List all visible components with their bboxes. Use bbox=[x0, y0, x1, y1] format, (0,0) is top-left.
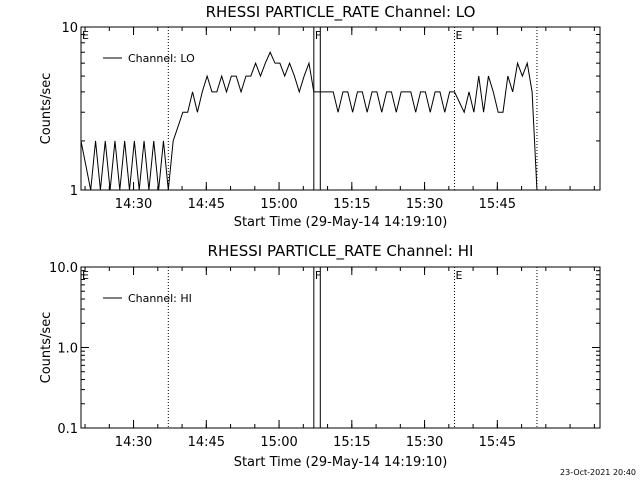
y-tick-label: 10 bbox=[61, 21, 78, 36]
x-tick-label: 15:30 bbox=[406, 435, 443, 450]
chart-panel-1: RHESSI PARTICLE_RATE Channel: LO 14:30 14:… bbox=[39, 3, 601, 230]
y-tick-label: 0.1 bbox=[57, 422, 78, 437]
legend-entry: Channel: HI bbox=[128, 292, 192, 305]
chart-title: RHESSI PARTICLE_RATE Channel: HI bbox=[208, 242, 474, 261]
x-tick-label: 15:45 bbox=[479, 197, 516, 212]
x-axis-label: Start Time (29-May-14 14:19:10) bbox=[234, 215, 448, 230]
x-tick-label: 15:15 bbox=[333, 435, 370, 450]
event-marker-E: E bbox=[455, 269, 462, 282]
x-tick-label: 15:15 bbox=[333, 197, 370, 212]
chart-title: RHESSI PARTICLE_RATE Channel: LO bbox=[206, 3, 476, 22]
plot-frame bbox=[80, 26, 601, 191]
x-tick-label: 15:00 bbox=[260, 435, 297, 450]
event-marker-E: E bbox=[82, 29, 89, 42]
x-tick-label: 14:45 bbox=[188, 197, 225, 212]
x-axis-label: Start Time (29-May-14 14:19:10) bbox=[234, 455, 448, 470]
x-tick-label: 15:30 bbox=[406, 197, 443, 212]
legend-entry: Channel: LO bbox=[128, 52, 195, 65]
event-marker-E: E bbox=[82, 269, 89, 282]
y-tick-label: 10.0 bbox=[49, 261, 78, 276]
event-marker-E: E bbox=[455, 29, 462, 42]
y-tick-label: 1 bbox=[70, 184, 78, 199]
x-tick-label: 14:45 bbox=[188, 435, 225, 450]
y-axis-label: Counts/sec bbox=[39, 312, 54, 384]
y-axis-label: Counts/sec bbox=[39, 73, 54, 145]
x-tick-label: 15:45 bbox=[479, 435, 516, 450]
generated-timestamp: 23-Oct-2021 20:40 bbox=[560, 468, 636, 477]
series-line-channel-lo bbox=[80, 51, 538, 191]
x-tick-label: 15:00 bbox=[260, 197, 297, 212]
chart-panel-2: RHESSI PARTICLE_RATE Channel: HI 14:30 14:… bbox=[39, 242, 601, 470]
x-tick-label: 14:30 bbox=[115, 435, 152, 450]
event-marker-F: F bbox=[315, 29, 321, 42]
x-tick-label: 14:30 bbox=[115, 197, 152, 212]
event-marker-F: F bbox=[315, 269, 321, 282]
y-tick-label: 1.0 bbox=[57, 342, 78, 357]
